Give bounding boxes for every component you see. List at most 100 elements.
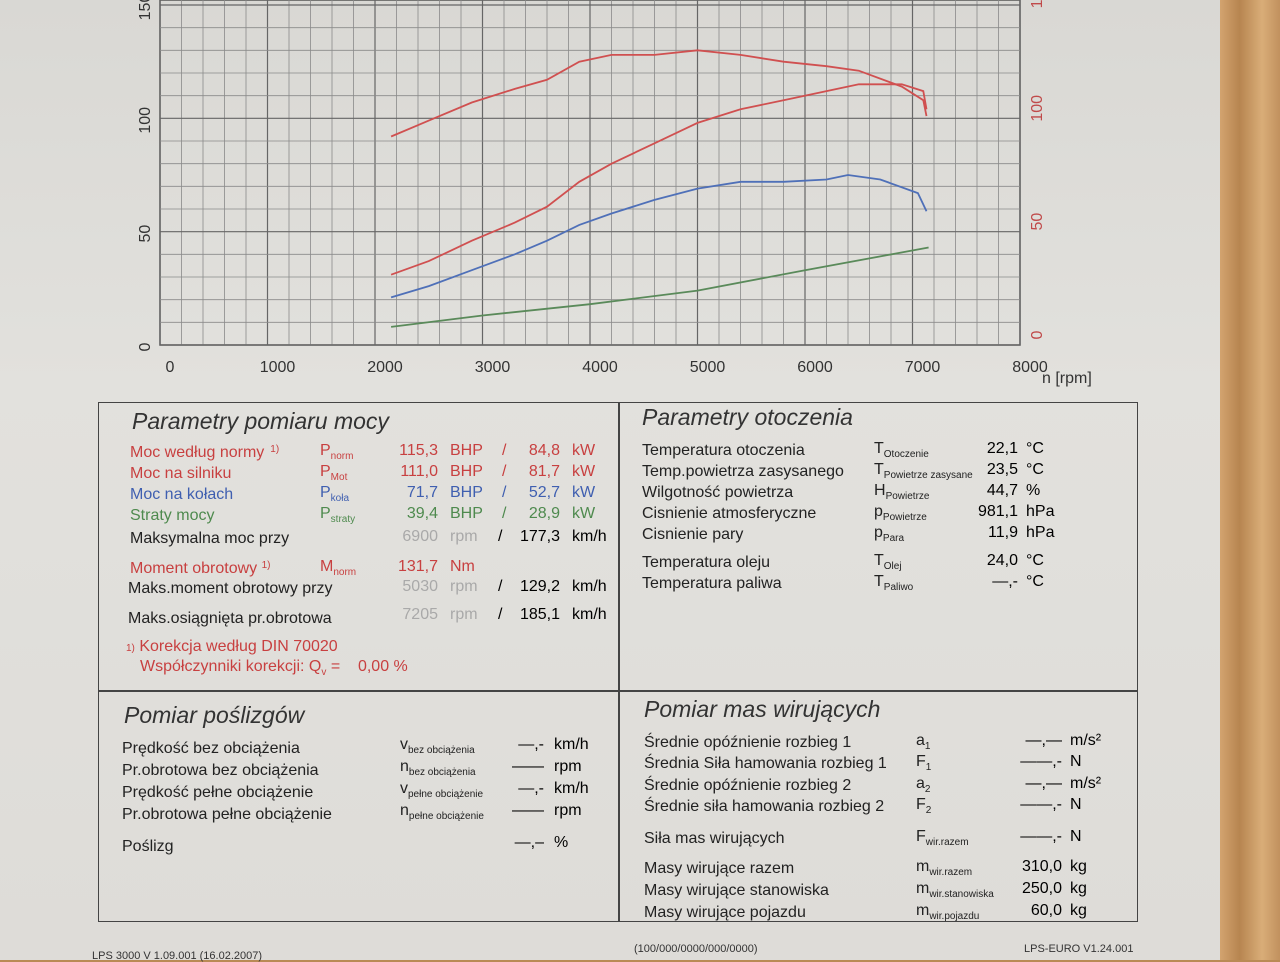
torque-symbol: Mnorm: [320, 558, 356, 578]
ambient-row-label: Temperatura paliwa: [642, 575, 782, 592]
power-sym: P: [320, 442, 331, 459]
max-torque-rpm-unit: rpm: [450, 578, 478, 595]
ambient-row-label: Temperatura oleju: [642, 554, 771, 571]
y-right-tick-label: 0: [1029, 330, 1046, 339]
slip-unit: rpm: [554, 758, 582, 775]
ambient-row-label: Cisnienie pary: [642, 526, 744, 543]
ambient-sym: p: [874, 503, 883, 520]
slip-value: —,-: [518, 736, 544, 753]
ambient-value: 23,5: [986, 461, 1018, 478]
power-sub: straty: [330, 514, 356, 526]
slip-sub: bez obciążenia: [408, 767, 476, 779]
power-kw-value: 84,8: [528, 442, 560, 459]
x-tick-label: 0: [166, 359, 175, 376]
slip-row-label: Pr.obrotowa pełne obciążenie: [122, 806, 332, 823]
x-tick-label: 4000: [582, 359, 618, 376]
power-bhp-unit: BHP: [450, 505, 483, 522]
ambient-symbol: TOlej: [874, 552, 902, 572]
torque-label-text: Moment obrotowy: [130, 560, 258, 577]
x-tick-label: 8000: [1012, 359, 1048, 376]
power-symbol: Pstraty: [320, 505, 355, 525]
mass-sub: wir.razem: [925, 837, 969, 849]
slip-symbol: npełne obciążenie: [400, 802, 484, 822]
y-left-tick-labels: 0 50 100 150: [137, 0, 154, 351]
mass-sub: wir.pojazdu: [929, 911, 980, 923]
mass-value: —,—: [1025, 775, 1062, 792]
torque-sym: M: [320, 558, 334, 575]
ambient-symbol: TPowietrze zasysane: [874, 461, 973, 481]
max-power-slash: /: [498, 528, 503, 545]
ambient-symbol: HPowietrze: [874, 482, 929, 502]
mass-symbol: mwir.pojazdu: [916, 902, 979, 922]
power-slash: /: [502, 463, 507, 480]
power-sym: P: [320, 505, 331, 522]
mass-row-label: Siła mas wirujących: [644, 830, 785, 847]
mass-sym: m: [916, 858, 930, 875]
y-left-tick-label: 100: [137, 107, 154, 134]
power-sub: koła: [330, 493, 350, 505]
power-kw-value: 52,7: [528, 484, 560, 501]
torque-value: 131,7: [397, 558, 438, 575]
power-label-text: Straty mocy: [130, 507, 215, 524]
power-kw-value: 81,7: [528, 463, 560, 480]
slip-sym: n: [400, 802, 409, 819]
power-row-label: Moc na kołach: [130, 486, 233, 504]
ambient-section-title: Parametry otoczenia: [642, 404, 853, 430]
mass-symbol: a1: [916, 732, 930, 752]
x-axis-label: n [rpm]: [1042, 370, 1092, 387]
mass-unit: kg: [1070, 902, 1087, 919]
footer-center: (100/000/0000/000/0000): [634, 943, 758, 955]
slip-value: —,–: [514, 834, 544, 851]
ambient-sub: Paliwo: [883, 582, 914, 594]
mass-value: ——,-: [1020, 796, 1062, 813]
max-torque-label: Maks.moment obrotowy przy: [128, 580, 333, 597]
torque-unit: Nm: [450, 558, 475, 575]
ambient-value: 44,7: [986, 482, 1018, 499]
mass-sym: F: [916, 796, 926, 813]
series-line-2: [390, 83, 928, 276]
ambient-row-label: Temp.powietrza zasysanego: [642, 463, 844, 480]
ambient-symbol: TPaliwo: [874, 573, 913, 593]
coef-label: Współczynniki korekcji: Q: [140, 658, 322, 675]
max-power-speed: 177,3: [519, 528, 560, 545]
mass-sub: 1: [924, 741, 931, 753]
ambient-unit: °C: [1026, 440, 1044, 457]
y-right-tick-label: 100: [1029, 95, 1046, 122]
x-tick-label: 2000: [367, 359, 403, 376]
power-kw-unit: kW: [572, 484, 596, 501]
mass-value: 250,0: [1021, 880, 1062, 897]
mass-sub: 2: [924, 784, 931, 796]
ambient-symbol: TOtoczenie: [874, 440, 929, 460]
din-label: Korekcja według DIN 70020: [139, 638, 338, 655]
mass-row-label: Średnie opóźnienie rozbieg 2: [644, 777, 852, 794]
mass-sym: m: [916, 880, 930, 897]
ambient-value: 24,0: [986, 552, 1018, 569]
max-torque-speed-unit: km/h: [572, 578, 607, 595]
power-bhp-value: 39,4: [406, 505, 438, 522]
power-bhp-value: 115,3: [399, 442, 438, 459]
slip-row-label: Pr.obrotowa bez obciążenia: [122, 762, 319, 779]
ambient-unit: °C: [1026, 552, 1044, 569]
mass-symbol: a2: [916, 775, 930, 795]
ambient-box: [618, 402, 1138, 692]
ambient-sym: T: [874, 440, 884, 457]
max-torque-rpm: 5030: [402, 578, 438, 595]
coef-value: 0,00 %: [357, 658, 408, 675]
power-label-text: Moc na silniku: [130, 465, 232, 482]
mass-symbol: F1: [916, 753, 931, 773]
max-torque-speed: 129,2: [519, 578, 560, 595]
max-rpm-speed: 185,1: [519, 606, 560, 623]
ambient-row-label: Cisnienie atmosferyczne: [642, 505, 817, 522]
power-slash: /: [502, 505, 507, 522]
mass-row-label: Średnie opóźnienie rozbieg 1: [644, 734, 852, 751]
power-slash: /: [502, 484, 507, 501]
slip-row-label: Prędkość bez obciążenia: [122, 740, 300, 757]
coef-eq: =: [330, 658, 341, 675]
ambient-unit: hPa: [1026, 503, 1055, 520]
ambient-sub: Powietrze: [882, 512, 927, 524]
ambient-sym: p: [874, 524, 883, 541]
ambient-sub: Para: [882, 533, 905, 545]
series-line-4: [390, 246, 929, 328]
x-tick-label: 1000: [260, 359, 296, 376]
power-label-note: 1): [270, 444, 280, 455]
